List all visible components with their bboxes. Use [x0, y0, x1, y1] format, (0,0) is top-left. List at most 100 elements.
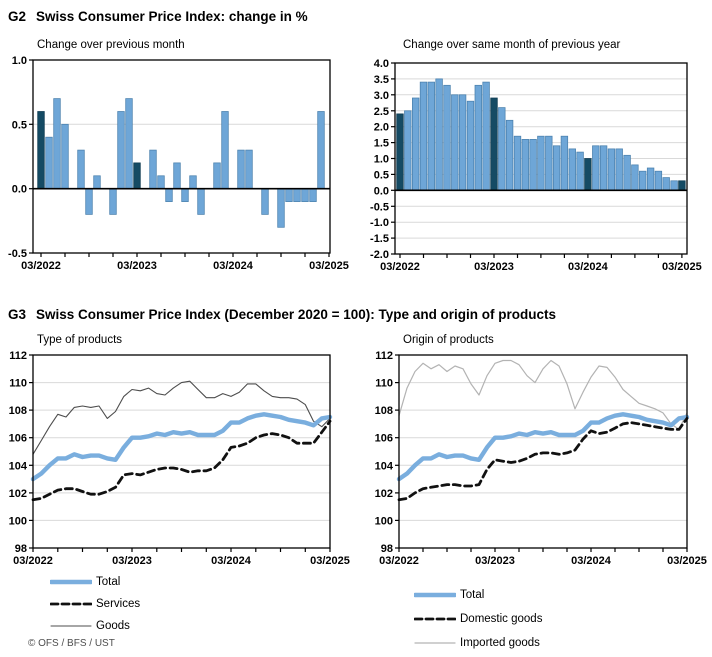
- series-domestic-goods: [397, 416, 689, 502]
- g3-section-label: G3: [8, 307, 27, 322]
- y-axis-label: 102: [9, 488, 27, 500]
- bar: [443, 84, 451, 191]
- legend-line-sample-domestic-goods: [414, 617, 456, 621]
- y-axis-label: 98: [381, 543, 393, 555]
- copyright-source-note: © OFS / BFS / UST: [28, 638, 115, 649]
- y-axis-label: 0.0: [12, 184, 27, 196]
- bars: [37, 98, 325, 228]
- bar: [197, 188, 205, 215]
- bar: [513, 135, 522, 191]
- subtitle-origin-of-products: Origin of products: [403, 334, 494, 346]
- y-axis-label: 1.5: [374, 138, 389, 150]
- y-axis-label: 104: [9, 460, 28, 472]
- y-axis-label: 1.0: [374, 154, 389, 166]
- bar: [560, 135, 569, 191]
- y-axis-label: 106: [375, 433, 393, 445]
- x-axis-label: 03/2022: [379, 555, 419, 567]
- bar: [245, 149, 253, 190]
- bar: [474, 84, 482, 191]
- y-axis-label: 4.0: [374, 58, 389, 70]
- y-axis-label: 0.5: [374, 169, 389, 181]
- series-goods: [32, 380, 331, 455]
- subtitle-change-over-previous-month: Change over previous month: [37, 39, 185, 51]
- series-total: [30, 412, 333, 482]
- y-axis-label: 108: [9, 405, 27, 417]
- bar: [189, 175, 197, 190]
- x-axis-label: 03/2023: [117, 260, 157, 272]
- bar: [61, 123, 69, 189]
- bar: [670, 180, 678, 191]
- bar: [173, 162, 181, 189]
- bar: [125, 98, 133, 190]
- bar: [623, 154, 631, 191]
- y-axis-label: 102: [375, 488, 393, 500]
- x-axis-ticks: 03/2022 03/2023 03/2024 03/2025: [380, 254, 702, 273]
- bar: [261, 188, 269, 215]
- g2-section-label: G2: [8, 9, 27, 24]
- series-services: [31, 419, 332, 502]
- bar: [53, 98, 61, 190]
- y-axis-label: -1.0: [370, 217, 389, 229]
- bar: [45, 136, 53, 190]
- legend-line-sample-goods: [50, 625, 92, 627]
- y-axis-label: 0.5: [12, 119, 27, 131]
- bar: [466, 100, 475, 191]
- bar: [117, 111, 125, 190]
- bar: [93, 175, 101, 190]
- subtitle-type-of-products: Type of products: [37, 334, 123, 346]
- bar: [317, 111, 325, 190]
- bar: [490, 97, 498, 191]
- y-axis-label: 110: [375, 378, 393, 390]
- x-axis-label: 03/2024: [211, 555, 252, 567]
- x-axis-ticks: 03/2022 03/2023 03/2024 03/2025: [21, 253, 349, 272]
- bar: [149, 149, 157, 190]
- bar: [404, 110, 412, 191]
- bar: [584, 158, 592, 191]
- y-axis-label: 104: [375, 460, 394, 472]
- bar: [412, 97, 420, 191]
- y-axis-label: 0.0: [374, 185, 389, 197]
- y-axis-label: 98: [15, 543, 27, 555]
- x-axis-label: 03/2024: [571, 555, 612, 567]
- y-axis-label: -2.0: [370, 249, 389, 261]
- x-axis-label: 03/2022: [13, 555, 53, 567]
- legend-item-total: Total: [414, 583, 542, 607]
- bar: [451, 94, 459, 191]
- bar: [631, 164, 639, 191]
- x-axis-label: 03/2022: [21, 260, 61, 272]
- legend-item-domestic-goods: Domestic goods: [414, 607, 542, 631]
- bar: [505, 119, 514, 191]
- y-axis-label: -0.5: [370, 201, 389, 213]
- y-axis-label: 3.5: [374, 74, 389, 86]
- legend-label-total: Total: [96, 576, 121, 588]
- x-axis-label: 03/2025: [667, 555, 707, 567]
- chart-mom: 1.00.50.0-0.503/2022 03/2023 03/2024 03/202…: [8, 55, 349, 272]
- x-axis-label: 03/2025: [309, 260, 349, 272]
- bar: [599, 145, 608, 191]
- x-axis-ticks: 03/2022 03/2023 03/2024 03/2025: [379, 548, 707, 567]
- chart-yoy: 4.0 3.5 3.0 2.5 2.0 1.5 1.0 0.5 0.0 -0.5 -1.0 -1.5 -…: [370, 58, 702, 273]
- bar: [529, 139, 537, 191]
- y-axis-labels: 112 110 108 106 104 102 100 98: [9, 350, 33, 555]
- x-axis-label: 03/2024: [568, 261, 609, 273]
- gridlines: [33, 382, 330, 521]
- bar: [435, 78, 443, 191]
- y-axis-label: 112: [375, 350, 393, 362]
- bar: [85, 188, 93, 215]
- gridlines: [399, 382, 687, 521]
- x-axis-label: 03/2023: [474, 261, 514, 273]
- y-axis-label: 1.0: [12, 55, 27, 67]
- bar: [662, 177, 670, 191]
- legend-type-of-products: Total Services Goods: [50, 571, 140, 637]
- bar: [592, 145, 600, 191]
- bar: [301, 188, 309, 202]
- bar: [427, 81, 435, 191]
- x-axis-label: 03/2023: [475, 555, 515, 567]
- x-axis-label: 03/2024: [213, 260, 254, 272]
- bar: [109, 188, 117, 215]
- x-axis-label: 03/2022: [380, 261, 420, 273]
- x-axis-ticks: 03/2022 03/2023 03/2024 03/2025: [13, 548, 350, 567]
- bar: [157, 175, 165, 190]
